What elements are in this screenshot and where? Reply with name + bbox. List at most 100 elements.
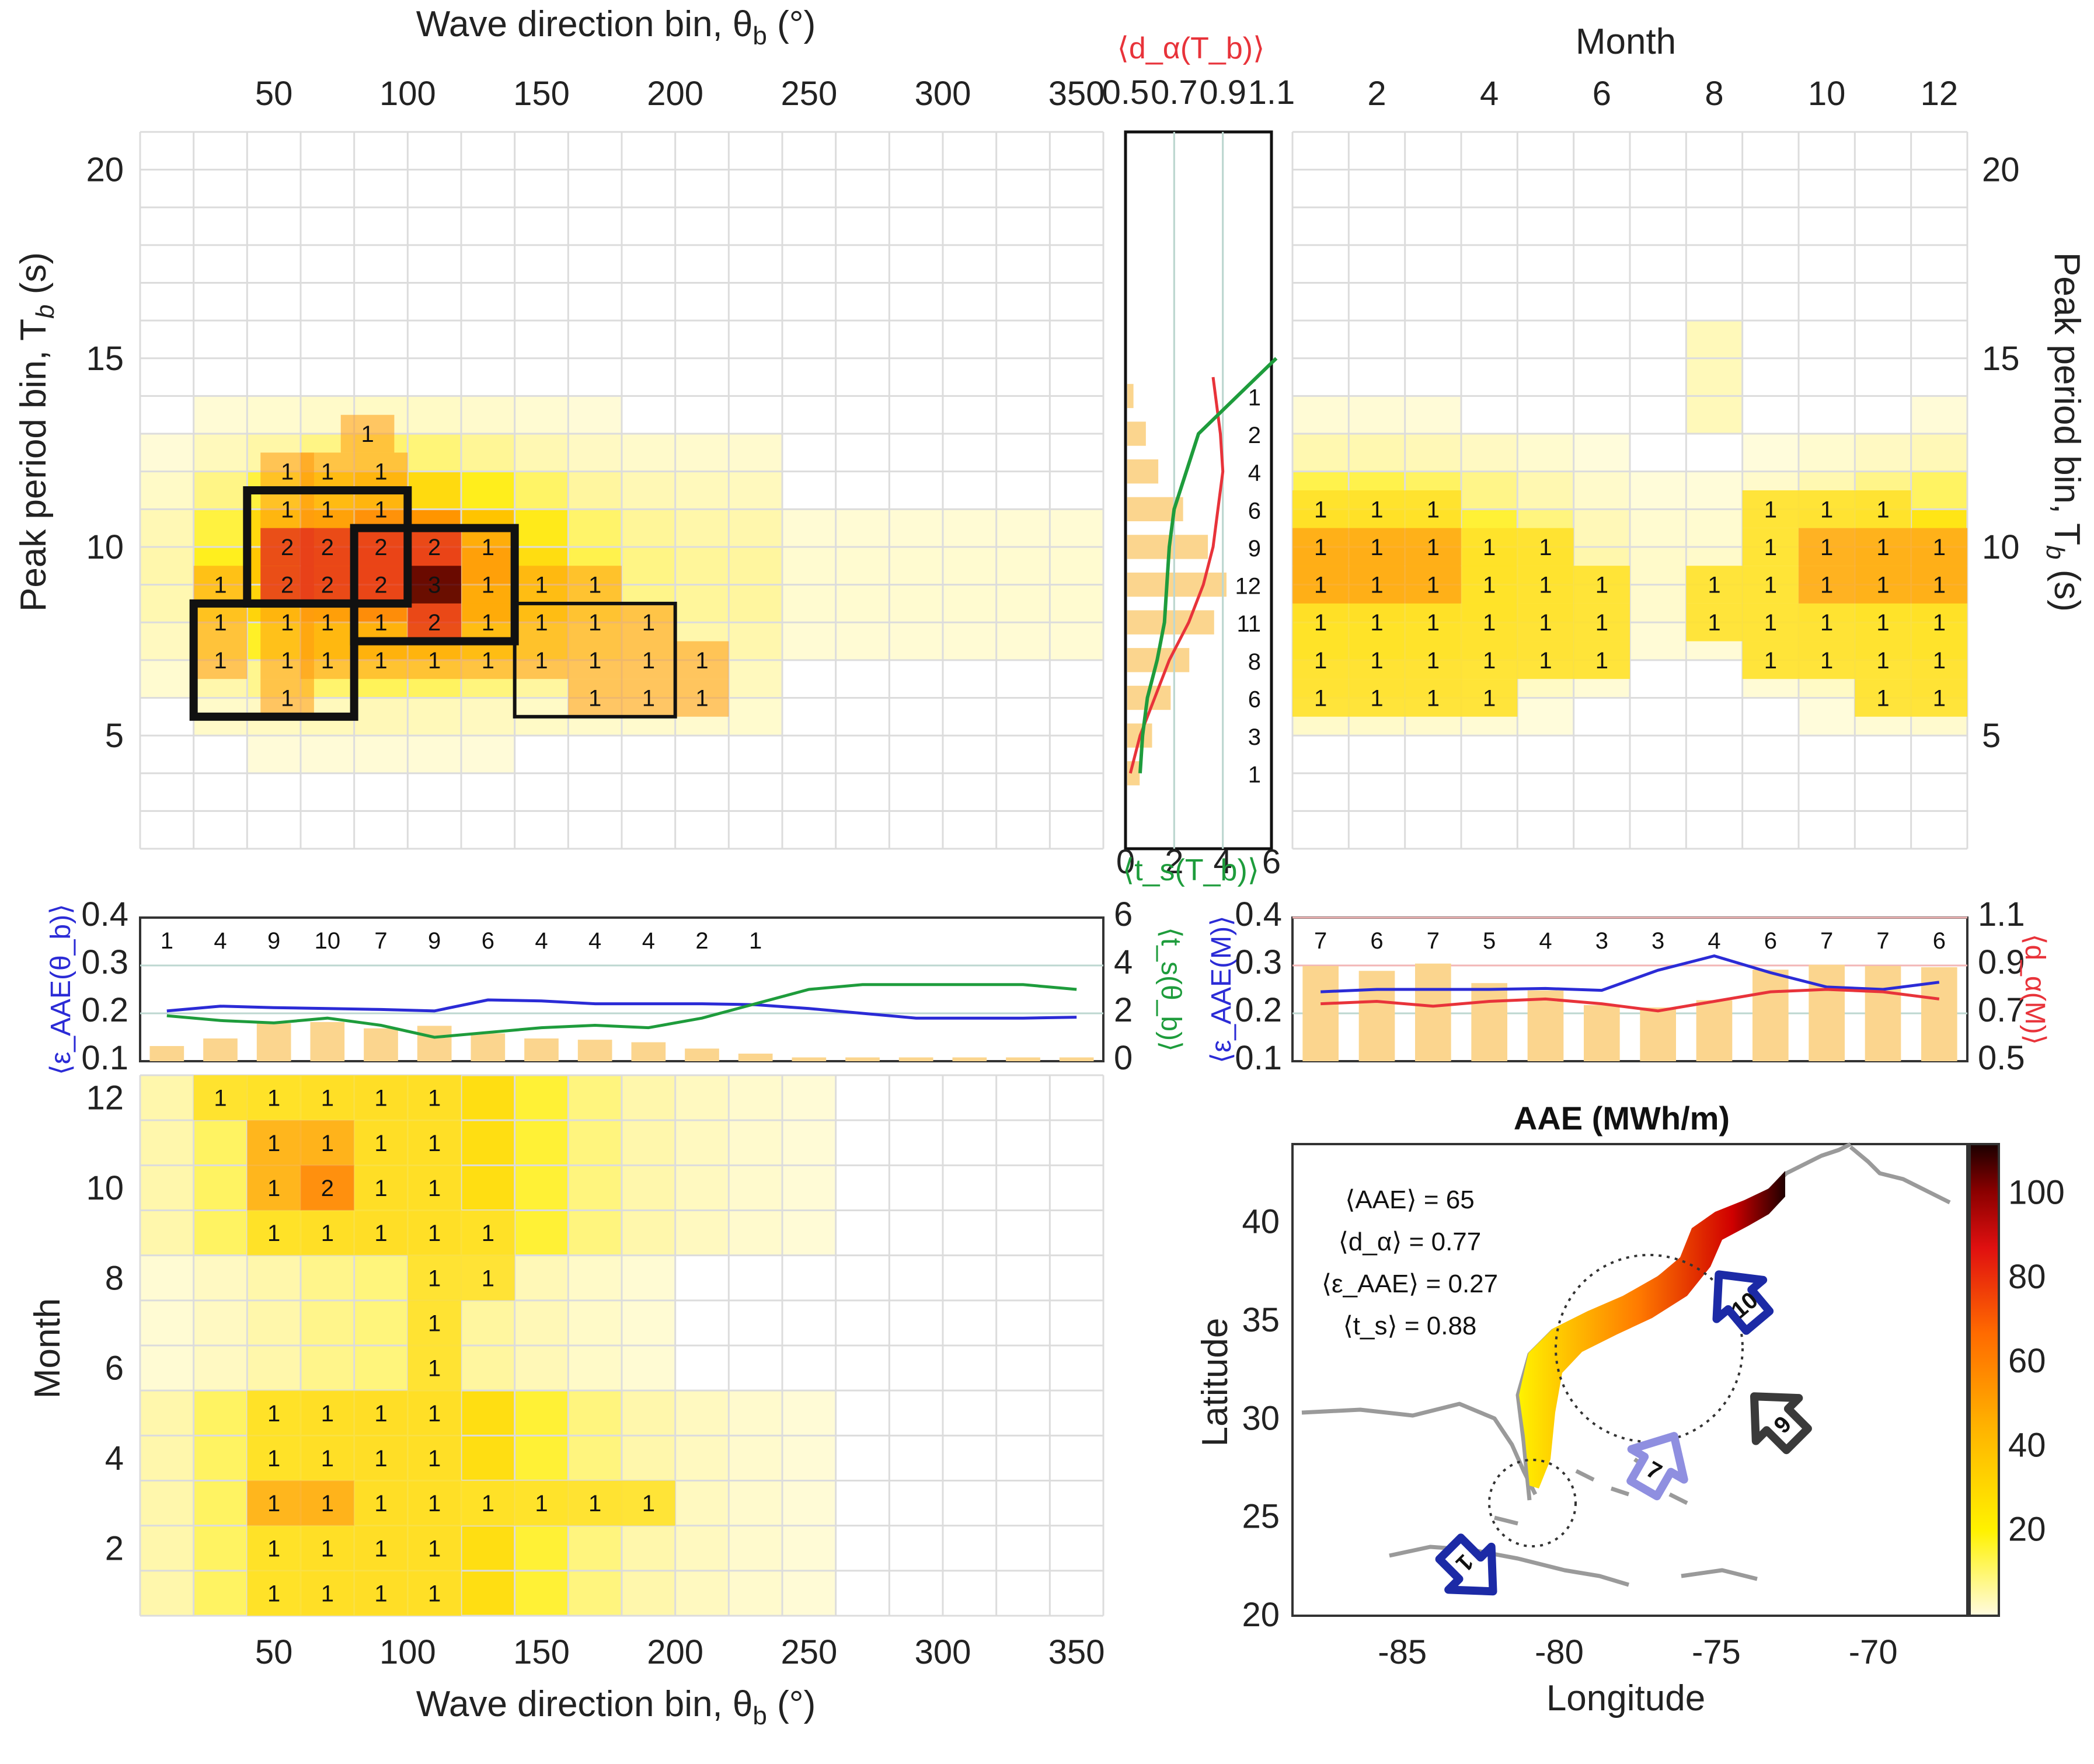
count-label: 1 — [695, 685, 708, 711]
count-label: 1 — [214, 573, 227, 598]
heat-cell — [354, 698, 408, 736]
heat-cell — [889, 546, 943, 585]
y-tick-label: 40 — [1242, 1203, 1280, 1241]
period-count: 3 — [1248, 724, 1261, 750]
period-count: 6 — [1248, 498, 1261, 524]
heat-cell — [140, 660, 194, 698]
heat-cell — [622, 509, 675, 547]
count-label: 1 — [1876, 685, 1889, 711]
count-cell — [407, 641, 461, 679]
heat-cell — [1686, 509, 1743, 547]
count-cell — [193, 566, 248, 604]
count-label: 1 — [321, 1221, 334, 1246]
count-cell — [407, 1480, 461, 1526]
x-tick-label: 10 — [1808, 75, 1846, 113]
x-tick-label: 350 — [1048, 75, 1105, 113]
period-count: 12 — [1235, 574, 1262, 599]
count-label: 1 — [642, 610, 655, 636]
annotation-eps: ⟨ε_AAE⟩ = 0.27 — [1322, 1270, 1498, 1298]
heat-cell — [835, 584, 890, 623]
heat-cell — [514, 1075, 569, 1121]
right-tick-label: 0.7 — [1978, 991, 2025, 1029]
x-tick-label: 250 — [781, 75, 837, 113]
heat-cell — [461, 1570, 515, 1616]
y-tick-label: 15 — [86, 340, 124, 378]
heat-cell — [729, 471, 782, 510]
period-bar — [1127, 384, 1134, 409]
count-cell — [407, 1345, 461, 1391]
count-label: 1 — [214, 610, 227, 636]
month-count: 7 — [1876, 928, 1889, 954]
heat-cell — [675, 1480, 729, 1526]
count-label: 1 — [695, 648, 708, 674]
count-label: 1 — [1539, 610, 1552, 636]
count-label: 1 — [482, 1266, 494, 1291]
heat-cell — [461, 1120, 515, 1166]
heat-cell — [1573, 471, 1630, 510]
heat-cell — [729, 1435, 782, 1481]
heat-cell — [1405, 434, 1461, 472]
count-label: 1 — [374, 1581, 387, 1606]
arrow-shape — [1435, 1533, 1497, 1596]
heat-cell — [461, 1390, 515, 1436]
direction-count: 9 — [428, 928, 441, 954]
profile-gridlines — [1173, 132, 1224, 849]
heat-cell — [514, 434, 569, 472]
count-cell — [407, 1120, 461, 1166]
count-cell — [1349, 528, 1405, 566]
count-cell — [514, 603, 569, 642]
heat-cell — [1050, 509, 1103, 547]
heat-cell — [461, 396, 515, 434]
count-label: 1 — [588, 573, 601, 598]
count-label: 1 — [321, 497, 334, 522]
count-cell — [1855, 566, 1911, 604]
count-cell — [1911, 641, 1967, 679]
count-cell — [675, 641, 729, 679]
heat-cell — [675, 434, 729, 472]
left-tick-label: 0.4 — [81, 895, 128, 933]
count-cell — [1292, 603, 1349, 642]
y-tick-label: 20 — [1242, 1596, 1280, 1634]
heat-cell — [782, 1120, 836, 1166]
heat-cell — [193, 434, 248, 472]
count-cell — [514, 1480, 569, 1526]
count-label: 1 — [428, 1221, 441, 1246]
colorbar-tick-label: 60 — [2008, 1342, 2046, 1380]
count-label: 1 — [535, 573, 548, 598]
left-tick-label: 0.2 — [1235, 991, 1282, 1029]
heat-cell — [247, 1300, 301, 1345]
count-cell — [407, 1300, 461, 1345]
count-label: 1 — [1370, 497, 1383, 522]
heat-cell — [461, 1165, 515, 1211]
count-cell — [461, 641, 515, 679]
heat-cell — [1630, 622, 1687, 660]
heat-cell — [514, 1300, 569, 1345]
x-tick-label: 6 — [1593, 75, 1611, 113]
count-label: 3 — [428, 573, 441, 598]
count-cell — [1855, 679, 1911, 717]
count-label: 1 — [482, 610, 494, 636]
count-cell — [1405, 528, 1461, 566]
count-cell — [1405, 490, 1461, 528]
count-label: 1 — [281, 459, 294, 485]
heat-cell — [1292, 434, 1349, 472]
count-cell — [354, 528, 408, 566]
count-label: 1 — [1764, 648, 1777, 674]
heat-cell — [514, 509, 569, 547]
direction-count: 4 — [642, 928, 655, 954]
right-tick-label: 1.1 — [1978, 895, 2025, 933]
direction-count: 9 — [267, 928, 280, 954]
count-cell — [247, 1075, 301, 1121]
heat-cell — [193, 1120, 248, 1166]
count-cell — [247, 1210, 301, 1256]
count-cell — [461, 528, 515, 566]
count-label: 1 — [1876, 535, 1889, 560]
map-ticks: -85 -80 -75 -70 20 25 30 35 40 — [1242, 1203, 1897, 1671]
heat-cell — [622, 1120, 675, 1166]
cuba — [1389, 1545, 1630, 1587]
count-cell — [247, 1120, 301, 1166]
heat-cell — [675, 546, 729, 585]
direction-bar — [256, 1023, 291, 1061]
count-cell — [1911, 566, 1967, 604]
